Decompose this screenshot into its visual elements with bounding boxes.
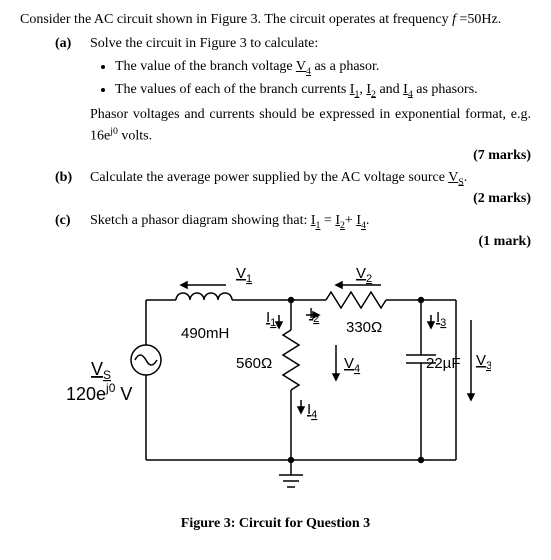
part-c-marks: (1 mark) (90, 232, 531, 252)
pb-post: . (464, 170, 468, 185)
lbl-src-unit: V (115, 384, 132, 404)
lbl-v3: V (476, 352, 486, 369)
intro-line: Consider the AC circuit shown in Figure … (20, 10, 531, 30)
lbl-vsi: S (103, 368, 111, 382)
lbl-v4i: 4 (354, 363, 360, 375)
lbl-vs: V (91, 359, 103, 379)
lbl-v4: V (344, 355, 354, 372)
lbl-i1i: 1 (270, 317, 276, 329)
pc-post: . (366, 213, 370, 228)
part-a-note: Phasor voltages and currents should be e… (90, 105, 531, 146)
note-post: volts. (118, 128, 152, 143)
svg-text:V1: V1 (236, 265, 252, 285)
lbl-R2: 330Ω (346, 319, 382, 336)
svg-text:I3: I3 (436, 309, 446, 329)
lbl-C: 22µF (426, 355, 461, 372)
part-b-marks: (2 marks) (90, 189, 531, 209)
b2-and: and (376, 82, 403, 97)
part-b-text: Calculate the average power supplied by … (90, 168, 531, 190)
lbl-i3i: 3 (440, 317, 446, 329)
lbl-L: 490mH (181, 325, 229, 342)
b2-pre: The values of each of the branch current… (115, 82, 350, 97)
pc-eq: = (320, 213, 335, 228)
svg-text:I4: I4 (307, 401, 317, 421)
b1-v: V (296, 59, 306, 74)
freq-eq: =50Hz. (459, 12, 501, 27)
lbl-i2i: 2 (313, 313, 319, 325)
pc-plus: + (345, 213, 356, 228)
svg-text:120ej0 V: 120ej0 V (66, 381, 132, 404)
intro-text: Consider the AC circuit shown in Figure … (20, 12, 452, 27)
part-c-text: Sketch a phasor diagram showing that: I1… (90, 211, 531, 233)
svg-text:VS: VS (91, 359, 111, 382)
lbl-v3i: 3 (486, 360, 491, 372)
circuit-figure: V1 V2 V3 V4 VS I1 I2 I3 I4 490mH 560Ω 33… (61, 260, 491, 510)
part-c-label: (c) (55, 211, 90, 252)
part-a-marks: (7 marks) (90, 146, 531, 166)
lbl-v2i: 2 (366, 273, 372, 285)
svg-text:V4: V4 (344, 355, 360, 375)
part-b-label: (b) (55, 168, 90, 209)
b2-post: as phasors. (413, 82, 478, 97)
svg-text:V2: V2 (356, 265, 372, 285)
lbl-i4i: 4 (311, 409, 317, 421)
pb-v: V (448, 170, 458, 185)
note-pre: Phasor voltages and currents should be e… (90, 107, 531, 143)
lbl-src-v: 120e (66, 384, 106, 404)
note-exp: j0 (110, 126, 118, 137)
bullet-2: The values of each of the branch current… (115, 80, 531, 102)
part-a-bullets: The value of the branch voltage V4 as a … (90, 57, 531, 101)
svg-text:I1: I1 (266, 309, 276, 329)
svg-text:V3: V3 (476, 352, 491, 372)
bullet-1: The value of the branch voltage V4 as a … (115, 57, 531, 79)
pc-pre: Sketch a phasor diagram showing that: (90, 213, 311, 228)
figure-caption: Figure 3: Circuit for Question 3 (20, 514, 531, 534)
lbl-v1i: 1 (246, 273, 252, 285)
lbl-R1: 560Ω (236, 355, 272, 372)
svg-text:I2: I2 (309, 305, 319, 325)
pb-pre: Calculate the average power supplied by … (90, 170, 448, 185)
part-a-label: (a) (55, 34, 90, 166)
part-a-lead: Solve the circuit in Figure 3 to calcula… (90, 34, 531, 54)
b1-post: as a phasor. (311, 59, 379, 74)
lbl-v1: V (236, 265, 246, 282)
lbl-src-exp: j0 (105, 381, 116, 395)
lbl-v2: V (356, 265, 366, 282)
b1-pre: The value of the branch voltage (115, 59, 296, 74)
